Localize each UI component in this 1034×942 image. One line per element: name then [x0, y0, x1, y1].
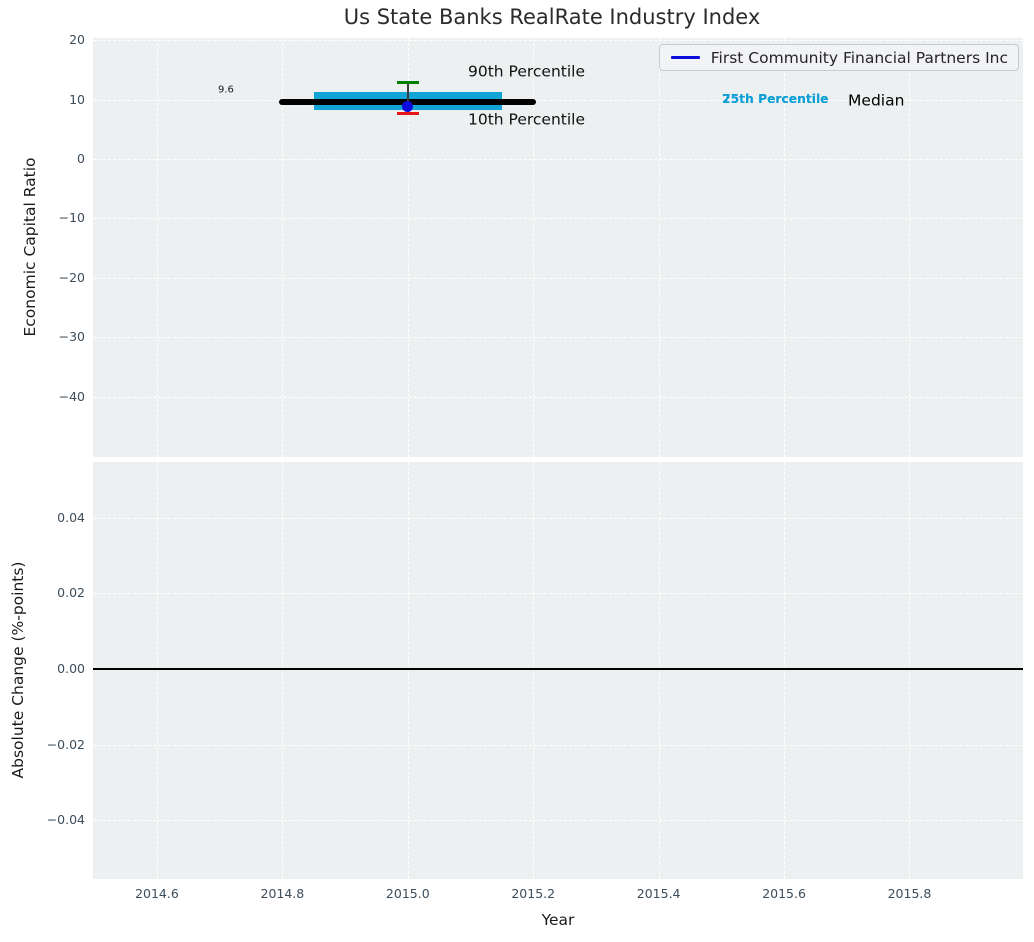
gridline-y — [93, 99, 1023, 101]
gridline-x — [282, 38, 284, 457]
ytick-label: −40 — [58, 388, 85, 404]
annotation-median: Median — [848, 91, 905, 110]
gridline-x — [156, 462, 158, 879]
gridline-x — [533, 462, 535, 879]
gridline-x — [658, 38, 660, 457]
xtick-label: 2014.6 — [135, 886, 179, 901]
legend-label: First Community Financial Partners Inc — [710, 48, 1008, 67]
gridline-y — [93, 396, 1023, 398]
ytick-label: 0.04 — [57, 509, 85, 525]
gridline-x — [909, 462, 911, 879]
annotation-90th-percentile: 90th Percentile — [468, 62, 586, 81]
xtick-label: 2014.8 — [260, 886, 305, 901]
gridline-x — [156, 38, 158, 457]
gridline-x — [909, 38, 911, 457]
ytick-label: 0 — [77, 150, 85, 166]
gridline-y — [93, 744, 1023, 746]
zero-line — [93, 667, 1023, 670]
ytick-label: 10 — [69, 91, 85, 107]
gridline-y — [93, 337, 1023, 339]
annotation-10th-percentile: 10th Percentile — [468, 110, 586, 129]
gridline-x — [658, 462, 660, 879]
company-point — [402, 100, 414, 112]
gridline-y — [93, 218, 1023, 220]
gridline-y — [93, 593, 1023, 595]
xtick-label: 2015.0 — [385, 886, 430, 901]
ytick-label: 0.02 — [57, 585, 85, 601]
xtick-label: 2015.4 — [636, 886, 681, 901]
gridline-y — [93, 158, 1023, 160]
gridline-x — [784, 38, 786, 457]
percentile-whisker-cap-high — [396, 81, 419, 85]
gridline-y — [93, 820, 1023, 822]
gridline-x — [407, 38, 409, 457]
ytick-label: −20 — [58, 269, 85, 285]
annotation-75th-percentile: 75th Percentile — [722, 92, 829, 107]
gridline-x — [282, 462, 284, 879]
gridline-x — [407, 462, 409, 879]
percentile-whisker-stem — [407, 82, 409, 114]
gridline-y — [93, 277, 1023, 279]
bottom-axes — [93, 462, 1023, 879]
ytick-label: 0.00 — [57, 660, 85, 676]
xtick-label: 2015.2 — [511, 886, 556, 901]
gridline-y — [93, 517, 1023, 519]
x-axis-label: Year — [541, 911, 575, 929]
gridline-y — [93, 40, 1023, 42]
legend-line-icon — [670, 56, 700, 59]
ytick-label: −0.04 — [46, 812, 85, 828]
top-y-axis-label: Economic Capital Ratio — [21, 157, 39, 337]
annotation-25th-percentile: 25th Percentile — [722, 92, 829, 107]
xtick-label: 2015.6 — [762, 886, 806, 901]
percentile-whisker-cap-low — [396, 111, 419, 115]
median-value-label: 9.6 — [217, 84, 234, 96]
chart-title: Us State Banks RealRate Industry Index — [343, 5, 761, 29]
gridline-x — [533, 38, 535, 457]
legend: First Community Financial Partners Inc — [658, 44, 1019, 71]
xtick-label: 2015.8 — [887, 886, 932, 901]
ytick-label: −30 — [58, 329, 85, 345]
top-axes — [93, 38, 1023, 457]
ytick-label: 20 — [69, 32, 85, 48]
ytick-label: −10 — [58, 210, 85, 226]
ytick-label: −0.02 — [46, 736, 85, 752]
gridline-x — [784, 462, 786, 879]
